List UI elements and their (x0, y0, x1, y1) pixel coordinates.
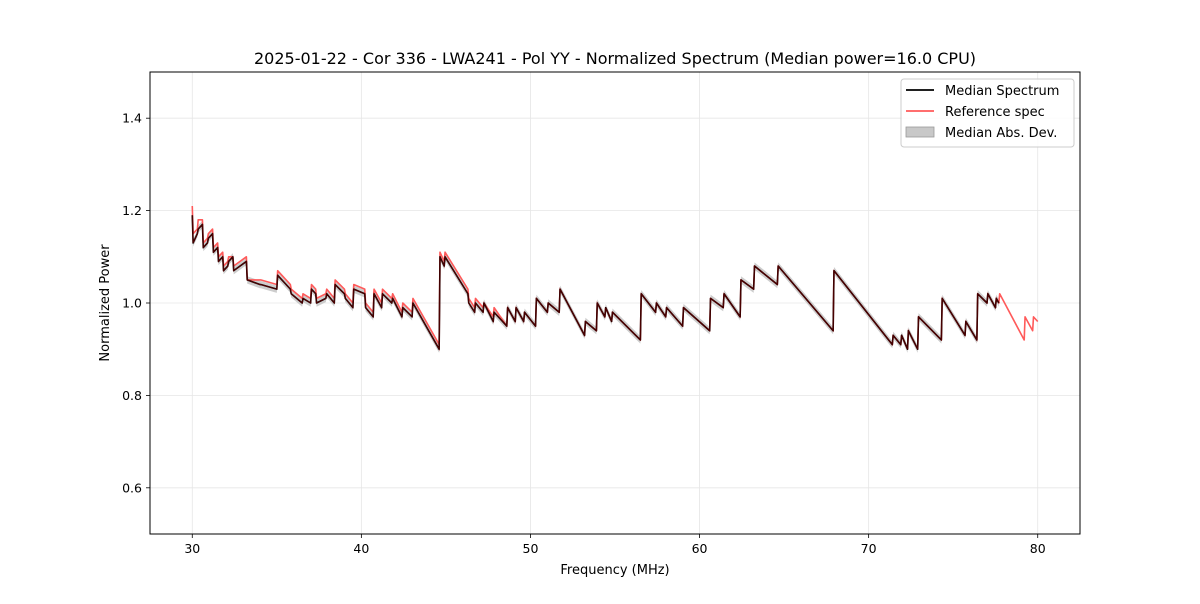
mad-band-layer (192, 211, 999, 353)
overlap-tint-line (191, 215, 1000, 352)
median-series-layer (191, 215, 1000, 352)
x-tick-label: 80 (1030, 541, 1046, 556)
reference-spectrum-line (191, 205, 1039, 350)
x-axis-label: Frequency (MHz) (560, 563, 669, 578)
legend-label-median: Median Spectrum (945, 84, 1059, 99)
y-axis-label: Normalized Power (98, 244, 113, 362)
x-tick-label: 30 (184, 541, 200, 556)
grid-layer (150, 72, 1080, 534)
x-tick-label: 70 (861, 541, 877, 556)
x-tick-label: 40 (353, 541, 369, 556)
x-tick-label: 60 (692, 541, 708, 556)
legend: Median Spectrum Reference spec Median Ab… (900, 78, 1075, 148)
y-tick-label: 1.0 (122, 296, 142, 311)
y-tick-label: 0.6 (122, 480, 142, 495)
legend-swatch-mad (905, 126, 935, 138)
legend-label-reference: Reference spec (945, 105, 1045, 120)
chart-title: 2025-01-22 - Cor 336 - LWA241 - Pol YY -… (254, 49, 976, 68)
y-tick-label: 1.2 (122, 203, 142, 218)
y-tick-label: 0.8 (122, 388, 142, 403)
x-tick-label: 50 (523, 541, 539, 556)
mad-band (192, 211, 999, 353)
legend-label-mad: Median Abs. Dev. (945, 126, 1057, 141)
y-tick-label: 1.4 (122, 111, 142, 126)
tick-layer: 30 40 50 60 70 80 0.6 0.8 1.0 1.2 1.4 (122, 111, 1046, 556)
legend-box (900, 78, 1075, 148)
reference-series-layer (191, 205, 1039, 350)
